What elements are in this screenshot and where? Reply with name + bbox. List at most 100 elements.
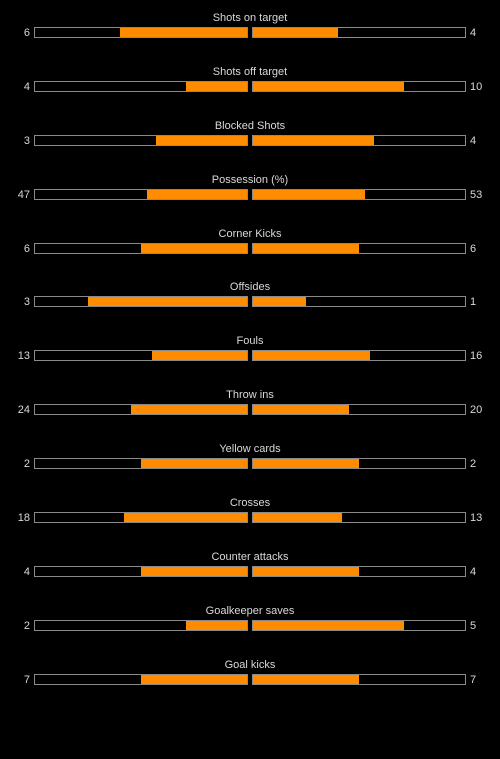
away-value: 1	[470, 296, 477, 309]
home-bar-track	[34, 350, 248, 362]
home-bar-track	[34, 512, 248, 524]
home-bar-track	[34, 296, 248, 308]
away-bar-track	[252, 404, 466, 416]
stat-row: Counter attacks 4 4	[0, 550, 500, 604]
away-bar-fill	[253, 297, 306, 307]
home-bar-fill	[186, 620, 247, 630]
away-value: 4	[470, 565, 477, 578]
away-bar-track	[252, 296, 466, 308]
stat-row: Fouls 13 16	[0, 334, 500, 388]
stat-label: Fouls	[236, 335, 264, 348]
stat-label: Shots off target	[212, 65, 288, 78]
stat-row: Goalkeeper saves 2 5	[0, 604, 500, 658]
away-value: 4	[470, 27, 477, 39]
away-value: 6	[470, 242, 477, 255]
home-value: 7	[23, 673, 30, 686]
home-value: 2	[23, 619, 30, 632]
away-bar-fill	[253, 81, 405, 91]
stat-label: Offsides	[229, 281, 271, 294]
away-bar-track	[252, 565, 466, 577]
home-value: 13	[17, 350, 30, 363]
home-bar-fill	[123, 513, 247, 523]
away-bar-track	[252, 188, 466, 200]
stat-row: Yellow cards 2 2	[0, 442, 500, 496]
away-bar-fill	[253, 459, 359, 469]
away-value: 10	[470, 80, 483, 93]
away-value: 16	[470, 350, 483, 363]
home-bar-fill	[119, 28, 247, 37]
home-bar-fill	[131, 405, 247, 415]
home-bar-fill	[141, 459, 247, 469]
stat-row: Corner Kicks 6 6	[0, 227, 500, 281]
home-bar-fill	[88, 297, 247, 307]
home-value: 3	[23, 134, 30, 147]
home-bar-fill	[151, 351, 247, 361]
away-bar-fill	[253, 405, 350, 415]
away-value: 5	[470, 619, 477, 632]
home-bar-fill	[156, 135, 247, 145]
home-bar-track	[34, 565, 248, 577]
stat-row: Shots off target 4 10	[0, 65, 500, 119]
home-bar-fill	[141, 243, 247, 253]
stat-label: Goal kicks	[224, 658, 276, 671]
home-bar-track	[34, 458, 248, 470]
away-bar-track	[252, 619, 466, 631]
stat-label: Throw ins	[226, 389, 274, 402]
away-bar-track	[252, 673, 466, 685]
home-value: 4	[23, 565, 30, 578]
home-bar-fill	[147, 189, 247, 199]
away-bar-fill	[253, 674, 359, 684]
stat-label: Yellow cards	[219, 443, 281, 456]
away-bar-track	[252, 80, 466, 92]
away-bar-fill	[253, 351, 370, 361]
stat-row: Crosses 18 13	[0, 496, 500, 550]
home-value: 47	[17, 188, 30, 201]
home-bar-track	[34, 27, 248, 38]
home-bar-fill	[186, 81, 247, 91]
away-value: 7	[470, 673, 477, 686]
home-value: 2	[23, 458, 30, 471]
home-bar-track	[34, 242, 248, 254]
away-bar-fill	[253, 28, 338, 37]
away-bar-track	[252, 134, 466, 146]
away-bar-track	[252, 242, 466, 254]
match-stats-panel: Shots on target 6 4 Shots off target 4 10 Bloc…	[0, 11, 500, 712]
stat-row: Throw ins 24 20	[0, 388, 500, 442]
stat-label: Corner Kicks	[218, 227, 282, 240]
home-bar-fill	[141, 674, 247, 684]
home-bar-track	[34, 673, 248, 685]
stat-row: Possession (%) 47 53	[0, 173, 500, 227]
stat-label: Crosses	[229, 497, 271, 510]
away-bar-track	[252, 350, 466, 362]
stat-row: Goal kicks 7 7	[0, 658, 500, 712]
away-bar-track	[252, 512, 466, 524]
stat-label: Goalkeeper saves	[205, 604, 295, 617]
away-bar-track	[252, 458, 466, 470]
stat-row: Offsides 3 1	[0, 280, 500, 334]
home-value: 6	[23, 242, 30, 255]
stat-row: Blocked Shots 3 4	[0, 119, 500, 173]
home-bar-track	[34, 404, 248, 416]
home-value: 6	[23, 27, 30, 39]
away-bar-fill	[253, 513, 342, 523]
away-value: 13	[470, 512, 483, 525]
home-value: 18	[17, 512, 30, 525]
stat-label: Possession (%)	[211, 173, 289, 186]
home-bar-track	[34, 134, 248, 146]
stat-label: Shots on target	[212, 12, 288, 24]
stat-label: Blocked Shots	[214, 119, 286, 132]
away-value: 20	[470, 404, 483, 417]
home-bar-track	[34, 619, 248, 631]
home-value: 24	[17, 404, 30, 417]
home-bar-track	[34, 80, 248, 92]
away-bar-track	[252, 27, 466, 38]
home-value: 3	[23, 296, 30, 309]
away-bar-fill	[253, 566, 359, 576]
home-bar-fill	[141, 566, 247, 576]
away-bar-fill	[253, 243, 359, 253]
home-value: 4	[23, 80, 30, 93]
away-value: 4	[470, 134, 477, 147]
away-value: 53	[470, 188, 483, 201]
away-bar-fill	[253, 135, 375, 145]
stat-row: Shots on target 6 4	[0, 11, 500, 65]
